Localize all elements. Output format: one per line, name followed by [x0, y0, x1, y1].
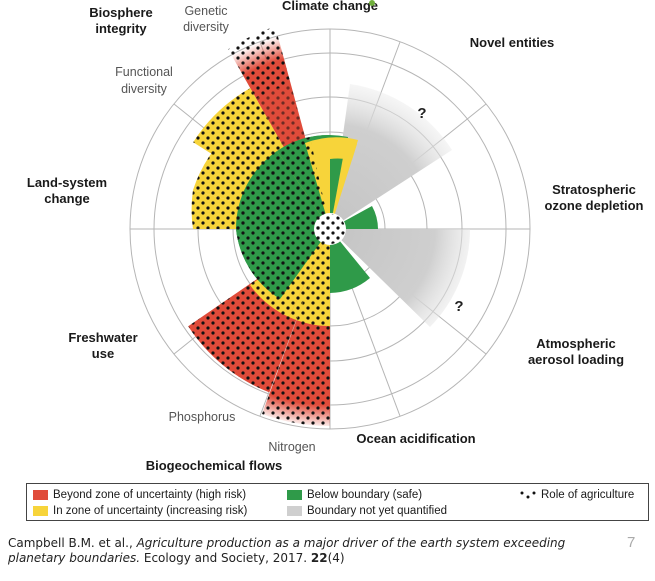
legend-item-yellow: In zone of uncertainty (increasing risk) — [33, 505, 247, 517]
legend-item-green: Below boundary (safe) — [287, 489, 422, 501]
label-functional-2: diversity — [121, 82, 168, 96]
label-land-1: Land-system — [27, 175, 107, 190]
legend-swatch-gray — [287, 506, 302, 516]
citation-title: Agriculture production as a major driver… — [8, 536, 566, 565]
citation: Campbell B.M. et al., Agriculture produc… — [8, 536, 623, 566]
label-climate-change: Climate change — [282, 0, 378, 13]
wedge-novel-entities — [330, 84, 452, 229]
label-biosphere-1: Biosphere — [89, 5, 153, 20]
legend-label-red: Beyond zone of uncertainty (high risk) — [53, 489, 247, 501]
label-aerosol-1: Atmospheric — [536, 336, 615, 351]
legend-label-green: Below boundary (safe) — [307, 489, 423, 501]
legend-swatch-yellow — [33, 506, 48, 516]
label-biosphere-2: integrity — [95, 21, 147, 36]
slide-number: 7 — [627, 534, 636, 551]
label-functional-1: Functional — [115, 65, 173, 79]
label-biogeochemical-flows: Biogeochemical flows — [146, 458, 283, 473]
agriculture-dots-icon — [520, 491, 536, 499]
label-stratospheric-1: Stratospheric — [552, 182, 636, 197]
label-genetic-1: Genetic — [184, 4, 227, 18]
legend-item-agriculture: Role of agriculture — [519, 489, 634, 501]
citation-authors: Campbell B.M. et al., — [8, 536, 137, 550]
wedge-aerosol-loading — [330, 229, 470, 327]
label-genetic-2: diversity — [183, 20, 230, 34]
legend-label-yellow: In zone of uncertainty (increasing risk) — [53, 505, 248, 517]
legend-label-gray: Boundary not yet quantified — [307, 505, 448, 517]
label-stratospheric-2: ozone depletion — [545, 198, 644, 213]
label-ocean-acidification: Ocean acidification — [356, 431, 475, 446]
legend-swatch-red — [33, 490, 48, 500]
label-novel-entities: Novel entities — [470, 35, 555, 50]
label-nitrogen: Nitrogen — [268, 440, 315, 454]
citation-volume: 22 — [310, 551, 328, 565]
label-freshwater-1: Freshwater — [68, 330, 137, 345]
label-freshwater-2: use — [92, 346, 114, 361]
legend-swatch-green — [287, 490, 302, 500]
climate-change-dot — [369, 0, 375, 6]
question-mark-novel: ? — [417, 105, 426, 122]
legend-item-red: Beyond zone of uncertainty (high risk) — [33, 489, 246, 501]
label-land-2: change — [44, 191, 90, 206]
question-mark-aerosol: ? — [454, 298, 463, 315]
label-aerosol-2: aerosol loading — [528, 352, 624, 367]
wedge-ocean-acidification — [330, 229, 370, 293]
legend-item-gray: Boundary not yet quantified — [287, 505, 447, 517]
legend: Beyond zone of uncertainty (high risk) I… — [26, 483, 649, 521]
planetary-boundaries-diagram: Climate change Novel entities Stratosphe… — [27, 0, 644, 473]
legend-label-agriculture: Role of agriculture — [541, 489, 635, 501]
label-phosphorus: Phosphorus — [169, 410, 236, 424]
citation-issue: (4) — [327, 551, 345, 565]
agriculture-dots — [188, 26, 345, 427]
citation-journal: Ecology and Society, 2017. — [140, 551, 311, 565]
